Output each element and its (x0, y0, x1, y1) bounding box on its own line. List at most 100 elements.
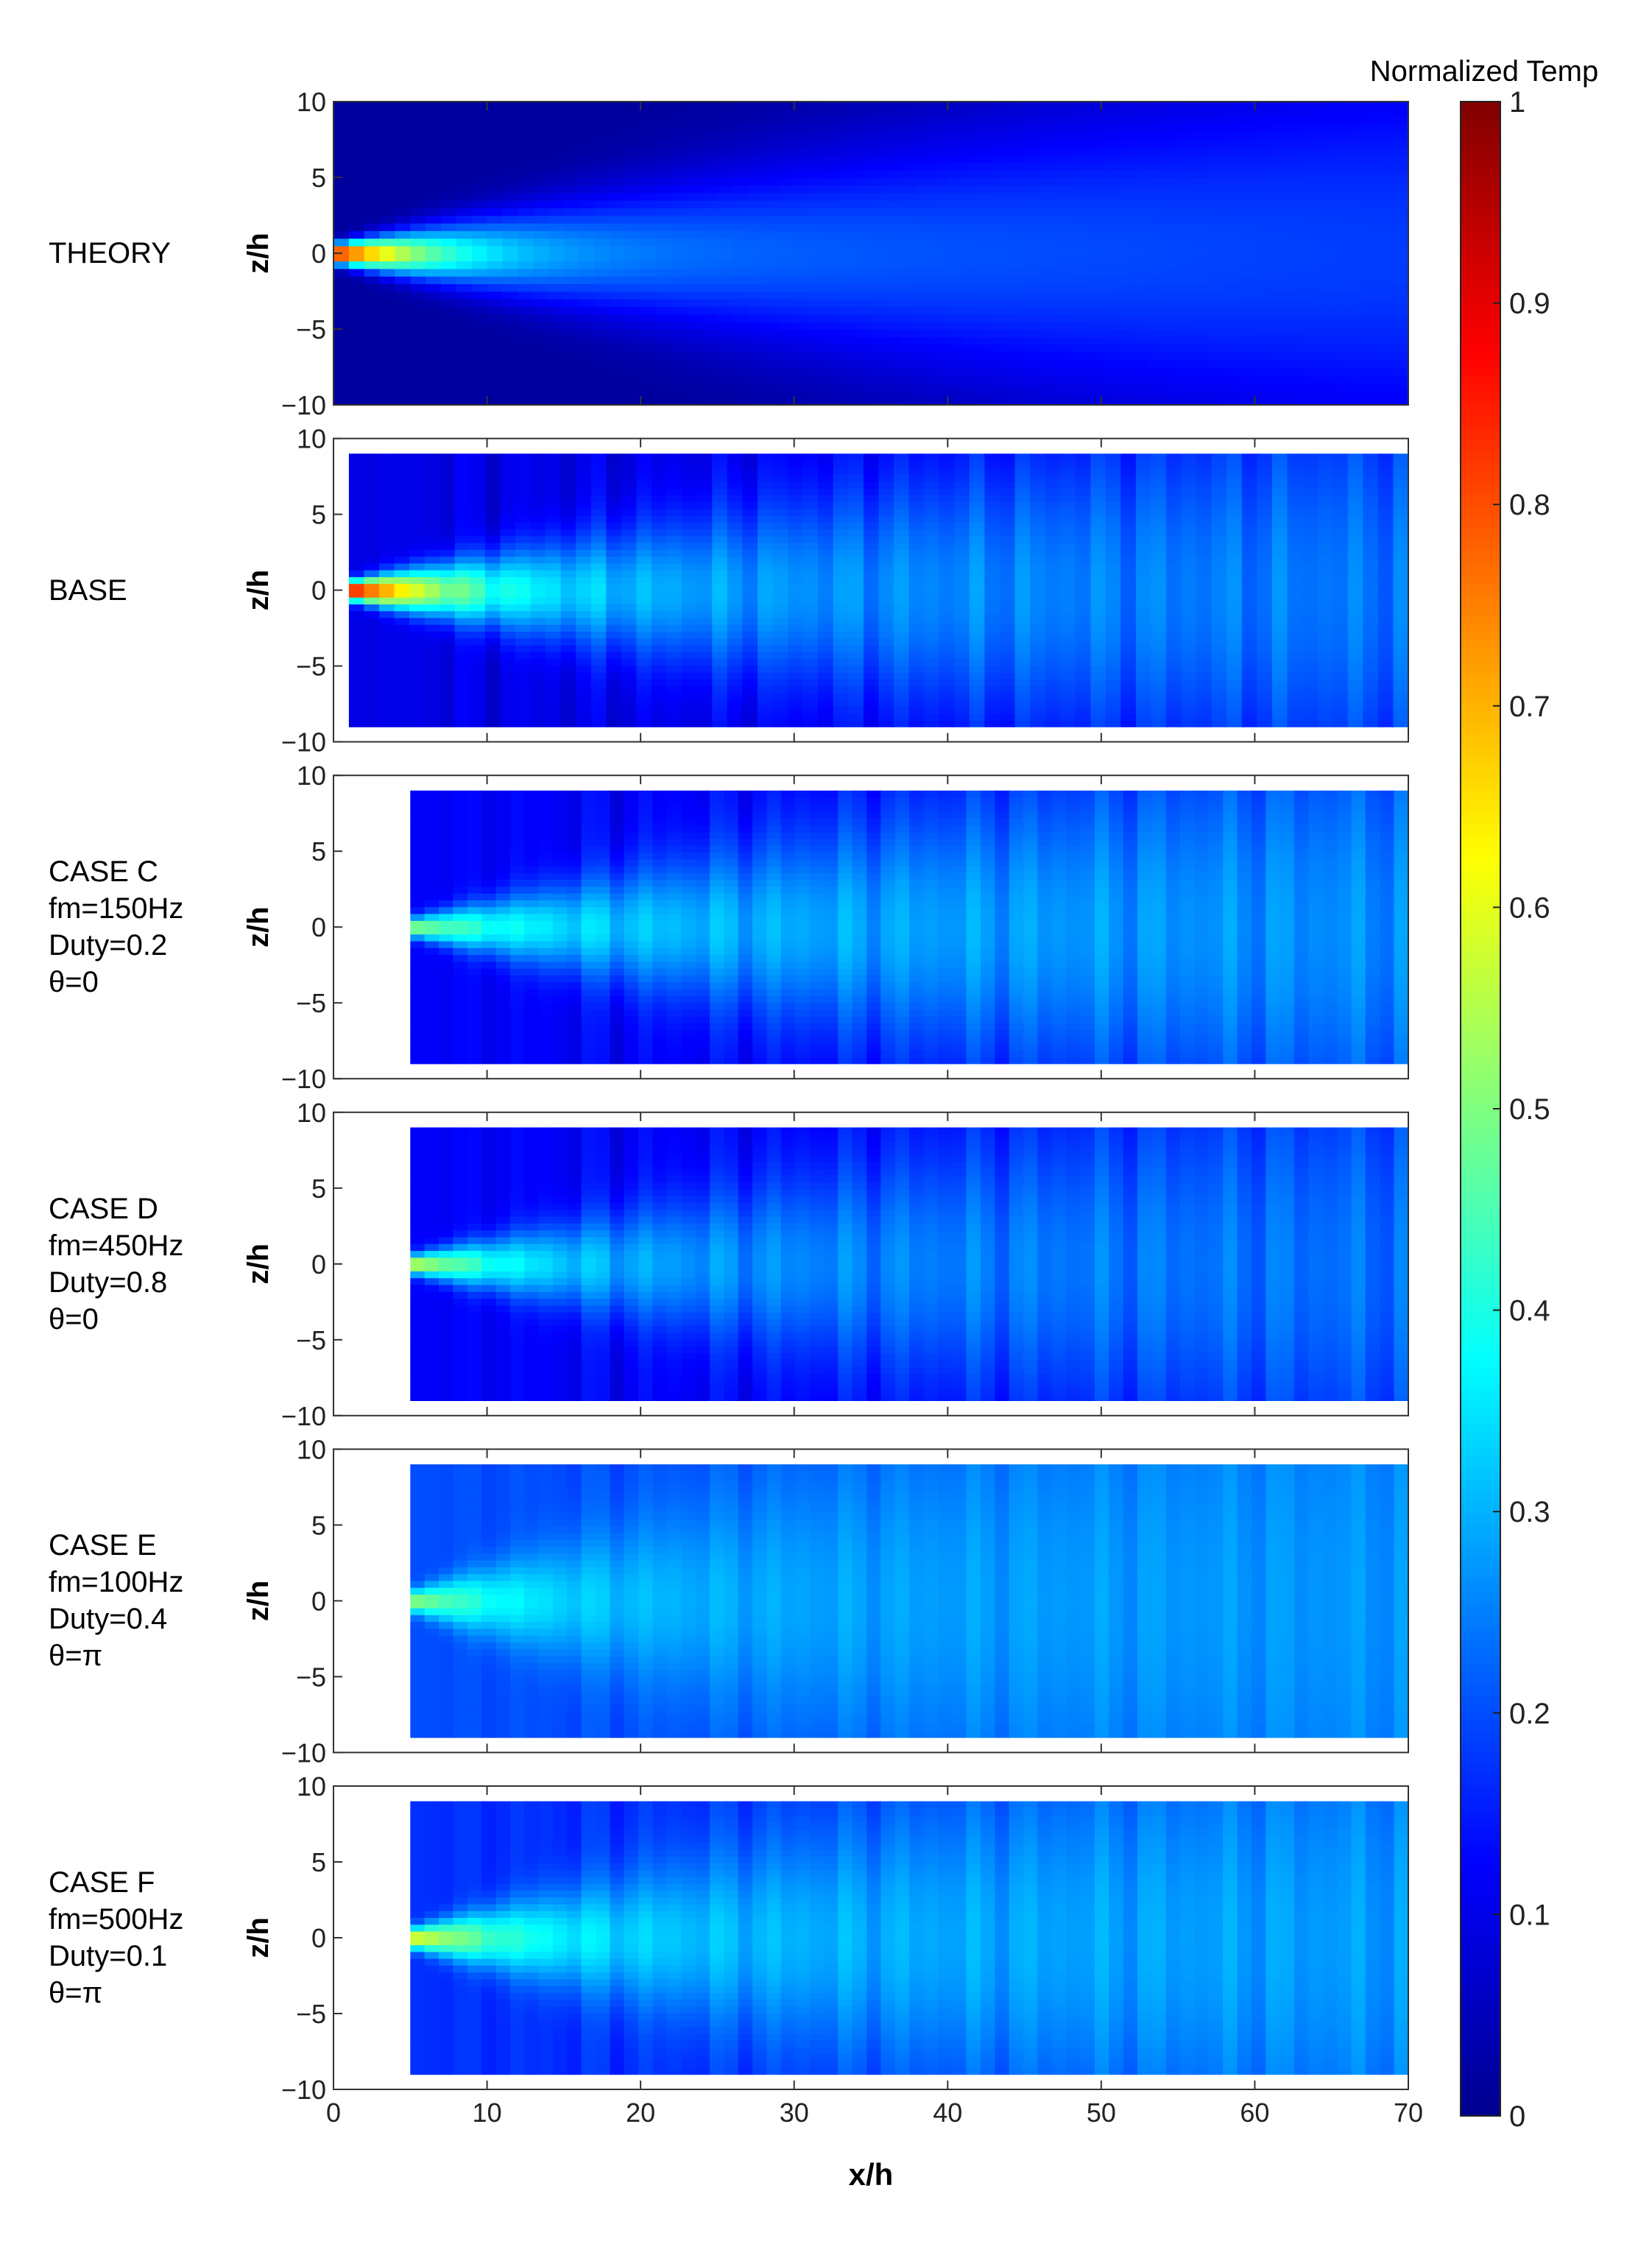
heatmap-cell (908, 590, 925, 598)
heatmap-cell (563, 374, 580, 383)
heatmap-cell (395, 192, 412, 201)
heatmap-cell (1393, 336, 1409, 345)
heatmap-cell (606, 624, 622, 632)
heatmap-cell (1316, 245, 1332, 254)
heatmap-cell (1331, 238, 1348, 247)
heatmap-cell (778, 215, 795, 224)
heatmap-cell (999, 501, 1016, 509)
heatmap-cell (1147, 275, 1164, 284)
heatmap-cell (394, 508, 410, 516)
heatmap-cell (426, 314, 442, 322)
heatmap-cell (395, 359, 412, 368)
heatmap-cell (594, 306, 611, 315)
heatmap-cell (999, 481, 1016, 489)
heatmap-cell (712, 685, 728, 694)
heatmap-cell (533, 109, 549, 118)
heatmap-cell (1193, 382, 1210, 391)
heatmap-cell (1151, 549, 1167, 557)
heatmap-cell (999, 474, 1016, 482)
heatmap-cell (666, 652, 682, 660)
heatmap-cell (502, 238, 519, 247)
heatmap-cell (426, 336, 442, 345)
heatmap-cell (1105, 556, 1122, 564)
heatmap-cell (348, 124, 365, 133)
heatmap-cell (1362, 253, 1379, 262)
heatmap-cell (1377, 192, 1394, 201)
heatmap-cell (500, 671, 516, 680)
heatmap-cell (947, 367, 964, 375)
heatmap-cell (426, 116, 442, 125)
heatmap-cell (963, 124, 979, 133)
heatmap-cell (652, 515, 668, 523)
heatmap-cell (1193, 162, 1210, 171)
heatmap-cell (1346, 321, 1363, 330)
heatmap-cell (894, 529, 910, 537)
heatmap-cell (1135, 542, 1152, 550)
heatmap-cell (563, 298, 580, 307)
heatmap-cell (671, 268, 688, 277)
heatmap-cell (901, 222, 918, 231)
heatmap-cell (717, 147, 734, 155)
heatmap-cell (978, 359, 995, 368)
heatmap-cell (333, 222, 350, 231)
heatmap-cell (410, 389, 426, 398)
heatmap-cell (794, 124, 811, 133)
heatmap-cell (1377, 124, 1394, 133)
heatmap-cell (727, 556, 744, 564)
heatmap-cell (901, 215, 918, 224)
heatmap-cell (840, 329, 856, 338)
heatmap-cell (993, 374, 1010, 383)
heatmap-cell (394, 515, 410, 523)
heatmap-cell (1070, 367, 1087, 375)
heatmap-cell (1151, 529, 1167, 537)
heatmap-cell (1331, 306, 1348, 315)
heatmap-cell (1070, 169, 1087, 178)
heatmap-cell (1045, 549, 1061, 557)
heatmap-cell (939, 529, 956, 537)
heatmap-cell (778, 367, 795, 375)
heatmap-cell (1393, 102, 1409, 110)
heatmap-cell (533, 321, 549, 330)
heatmap-cell (809, 124, 826, 133)
heatmap-cell (778, 185, 795, 194)
heatmap-cell (548, 124, 565, 133)
heatmap-cell (610, 245, 626, 254)
heatmap-cell (487, 162, 504, 171)
heatmap-cell (978, 314, 995, 322)
heatmap-cell (1014, 679, 1031, 687)
heatmap-cell (560, 494, 577, 502)
heatmap-cell (1024, 344, 1041, 353)
heatmap-cell (1316, 351, 1332, 360)
heatmap-cell (1239, 306, 1256, 315)
heatmap-cell (1362, 192, 1379, 201)
heatmap-cell (963, 230, 979, 239)
heatmap-cell (671, 245, 688, 254)
heatmap-cell (1075, 596, 1092, 604)
heatmap-cell (855, 230, 872, 239)
heatmap-cell (440, 644, 456, 652)
heatmap-cell (778, 162, 795, 171)
heatmap-cell (712, 604, 728, 612)
heatmap-cell (410, 314, 426, 322)
heatmap-cell (348, 139, 365, 148)
heatmap-cell (772, 562, 788, 571)
heatmap-cell (871, 291, 887, 300)
heatmap-cell (717, 192, 734, 201)
heatmap-cell (471, 351, 488, 360)
heatmap-cell (1101, 359, 1118, 368)
heatmap-cell (533, 169, 549, 178)
heatmap-cell (924, 549, 940, 557)
heatmap-cell (1178, 374, 1194, 383)
heatmap-cell (1070, 192, 1087, 201)
heatmap-cell (1377, 162, 1394, 171)
heatmap-cell (1208, 116, 1225, 125)
heatmap-cell (426, 397, 442, 406)
heatmap-cell (1014, 671, 1031, 680)
heatmap-cell (984, 487, 1000, 495)
heatmap-cell (379, 556, 395, 564)
heatmap-cell (1331, 268, 1348, 277)
heatmap-cell (487, 116, 504, 125)
heatmap-cell (742, 501, 758, 509)
heatmap-cell (395, 208, 412, 216)
heatmap-cell (594, 268, 611, 277)
